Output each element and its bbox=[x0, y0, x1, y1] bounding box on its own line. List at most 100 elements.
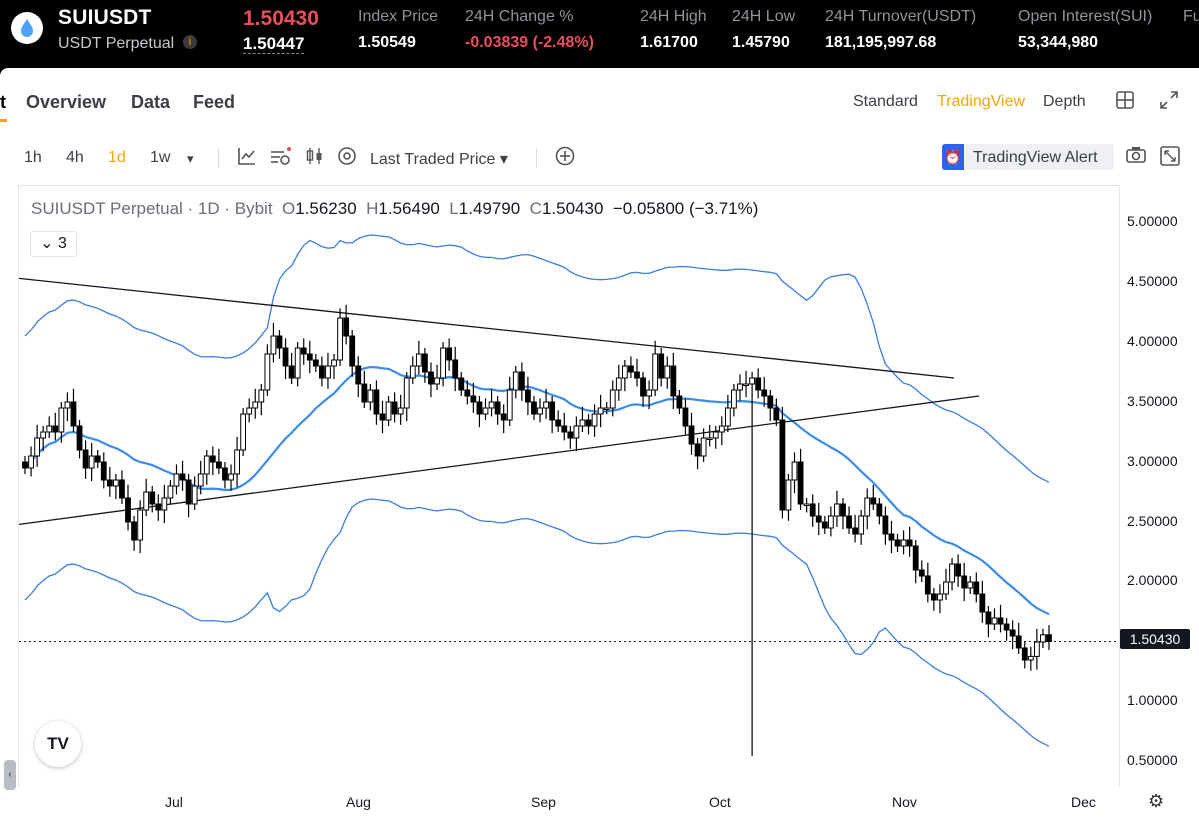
timeframe-1d[interactable]: 1d bbox=[108, 149, 126, 166]
candle-body bbox=[446, 347, 453, 361]
candle-body bbox=[615, 377, 622, 391]
candle-body bbox=[537, 407, 543, 415]
tradingview-alert-button[interactable]: ⏰ TradingView Alert bbox=[942, 144, 1114, 170]
active-tab-indicator bbox=[0, 119, 7, 122]
candle-body bbox=[100, 461, 107, 481]
candle-style-icon[interactable] bbox=[305, 146, 325, 171]
tab-feed[interactable]: Feed bbox=[193, 92, 236, 112]
gear-icon[interactable]: ⚙ bbox=[1148, 791, 1165, 811]
stat-24h-change: 24H Change % -0.03839 (-2.48%) bbox=[465, 8, 594, 51]
tab-chart[interactable]: t bbox=[0, 92, 6, 112]
y-tick-label: 3.50000 bbox=[1127, 393, 1178, 409]
timeframe-dropdown-icon[interactable]: ▾ bbox=[187, 151, 194, 166]
collapse-handle-icon[interactable]: ‹ bbox=[4, 760, 16, 790]
add-icon[interactable] bbox=[555, 146, 575, 171]
expand-chart-icon[interactable] bbox=[1160, 146, 1180, 171]
lower-band-line bbox=[24, 498, 1050, 747]
chart-legend: SUIUSDT Perpetual · 1D · Bybit O1.56230 … bbox=[31, 199, 759, 218]
candle-body bbox=[773, 407, 780, 421]
candle-body bbox=[428, 371, 434, 385]
indicator-toggle[interactable]: ⌄ 3 bbox=[30, 231, 77, 257]
ticker-header: SUIUSDT USDT Perpetual i 1.50430 1.50447… bbox=[0, 0, 1199, 68]
fullscreen-icon[interactable] bbox=[1160, 91, 1178, 114]
candle-body bbox=[985, 611, 992, 625]
tradingview-logo-icon[interactable]: TV bbox=[35, 721, 81, 767]
candle-body bbox=[930, 593, 937, 601]
candle-body bbox=[1015, 635, 1022, 649]
candle-body bbox=[228, 473, 234, 481]
tab-data[interactable]: Data bbox=[131, 92, 171, 112]
mark-price[interactable]: 1.50447 bbox=[243, 34, 305, 54]
candle-body bbox=[137, 509, 144, 541]
candlestick-chart[interactable] bbox=[19, 186, 1119, 786]
candle-body bbox=[858, 515, 865, 535]
candle-body bbox=[458, 377, 465, 391]
candle-body bbox=[543, 401, 549, 409]
candle-body bbox=[755, 377, 762, 391]
candle-body bbox=[512, 371, 519, 391]
view-tradingview[interactable]: TradingView bbox=[937, 93, 1026, 110]
candle-body bbox=[573, 425, 580, 439]
y-tick-label: 4.50000 bbox=[1127, 273, 1178, 289]
symbol-title[interactable]: SUIUSDT bbox=[58, 6, 152, 29]
candle-body bbox=[440, 347, 446, 379]
candle-body bbox=[785, 479, 792, 511]
candle-body bbox=[246, 407, 253, 415]
candle-body bbox=[343, 317, 350, 337]
candle-body bbox=[882, 515, 889, 535]
timeframe-4h[interactable]: 4h bbox=[66, 149, 84, 166]
candle-body bbox=[300, 347, 307, 355]
candle-body bbox=[591, 413, 598, 427]
tab-overview[interactable]: Overview bbox=[26, 92, 107, 112]
candle-body bbox=[549, 401, 556, 421]
candle-body bbox=[337, 317, 343, 361]
indicators-icon[interactable] bbox=[237, 146, 257, 171]
candle-body bbox=[46, 425, 53, 433]
candle-body bbox=[167, 485, 174, 499]
view-standard[interactable]: Standard bbox=[853, 93, 918, 110]
y-tick-label: 1.00000 bbox=[1127, 692, 1178, 708]
chart-toolbar: 1h 4h 1d 1w ▾ Last Traded Price ▾ ⏰ Trad… bbox=[0, 140, 1199, 176]
y-tick-label: 3.00000 bbox=[1127, 453, 1178, 469]
layout-grid-icon[interactable] bbox=[1116, 91, 1134, 114]
legend-low: 1.49790 bbox=[458, 199, 521, 218]
timeframe-1w[interactable]: 1w bbox=[150, 149, 171, 166]
last-price: 1.50430 bbox=[243, 7, 319, 30]
view-depth[interactable]: Depth bbox=[1043, 93, 1086, 110]
divider bbox=[218, 148, 219, 168]
candle-body bbox=[809, 503, 816, 517]
x-tick-label: Sep bbox=[531, 794, 556, 810]
candle-body bbox=[912, 545, 919, 571]
candle-body bbox=[240, 413, 247, 451]
camera-icon[interactable] bbox=[1126, 146, 1146, 169]
stat-24h-low: 24H Low 1.45790 bbox=[732, 8, 796, 51]
candle-body bbox=[82, 449, 89, 469]
candle-body bbox=[621, 365, 628, 379]
candle-body bbox=[749, 377, 756, 385]
price-type-select[interactable]: Last Traded Price ▾ bbox=[370, 151, 508, 168]
timeframe-1h[interactable]: 1h bbox=[24, 149, 42, 166]
candle-body bbox=[628, 365, 634, 373]
candle-body bbox=[464, 389, 471, 397]
candle-body bbox=[282, 347, 289, 367]
candle-body bbox=[900, 539, 907, 547]
candle-body bbox=[737, 383, 743, 391]
candle-body bbox=[531, 401, 537, 415]
candle-body bbox=[112, 479, 119, 487]
candle-body bbox=[488, 401, 495, 409]
settings-circle-icon[interactable] bbox=[337, 146, 357, 171]
candle-body bbox=[203, 455, 210, 475]
candle-body bbox=[997, 617, 1004, 625]
candle-body bbox=[1033, 641, 1040, 657]
candle-body bbox=[215, 461, 222, 469]
candle-body bbox=[870, 497, 877, 505]
candle-body bbox=[876, 503, 883, 517]
candle-body bbox=[355, 365, 362, 385]
y-tick-label: 4.00000 bbox=[1127, 333, 1178, 349]
info-icon[interactable]: i bbox=[183, 35, 197, 49]
candle-body bbox=[34, 437, 41, 457]
candle-body bbox=[161, 497, 168, 511]
support-trendline bbox=[19, 395, 980, 526]
drawing-tools-icon[interactable] bbox=[270, 146, 292, 171]
chart-area[interactable] bbox=[18, 185, 1120, 786]
